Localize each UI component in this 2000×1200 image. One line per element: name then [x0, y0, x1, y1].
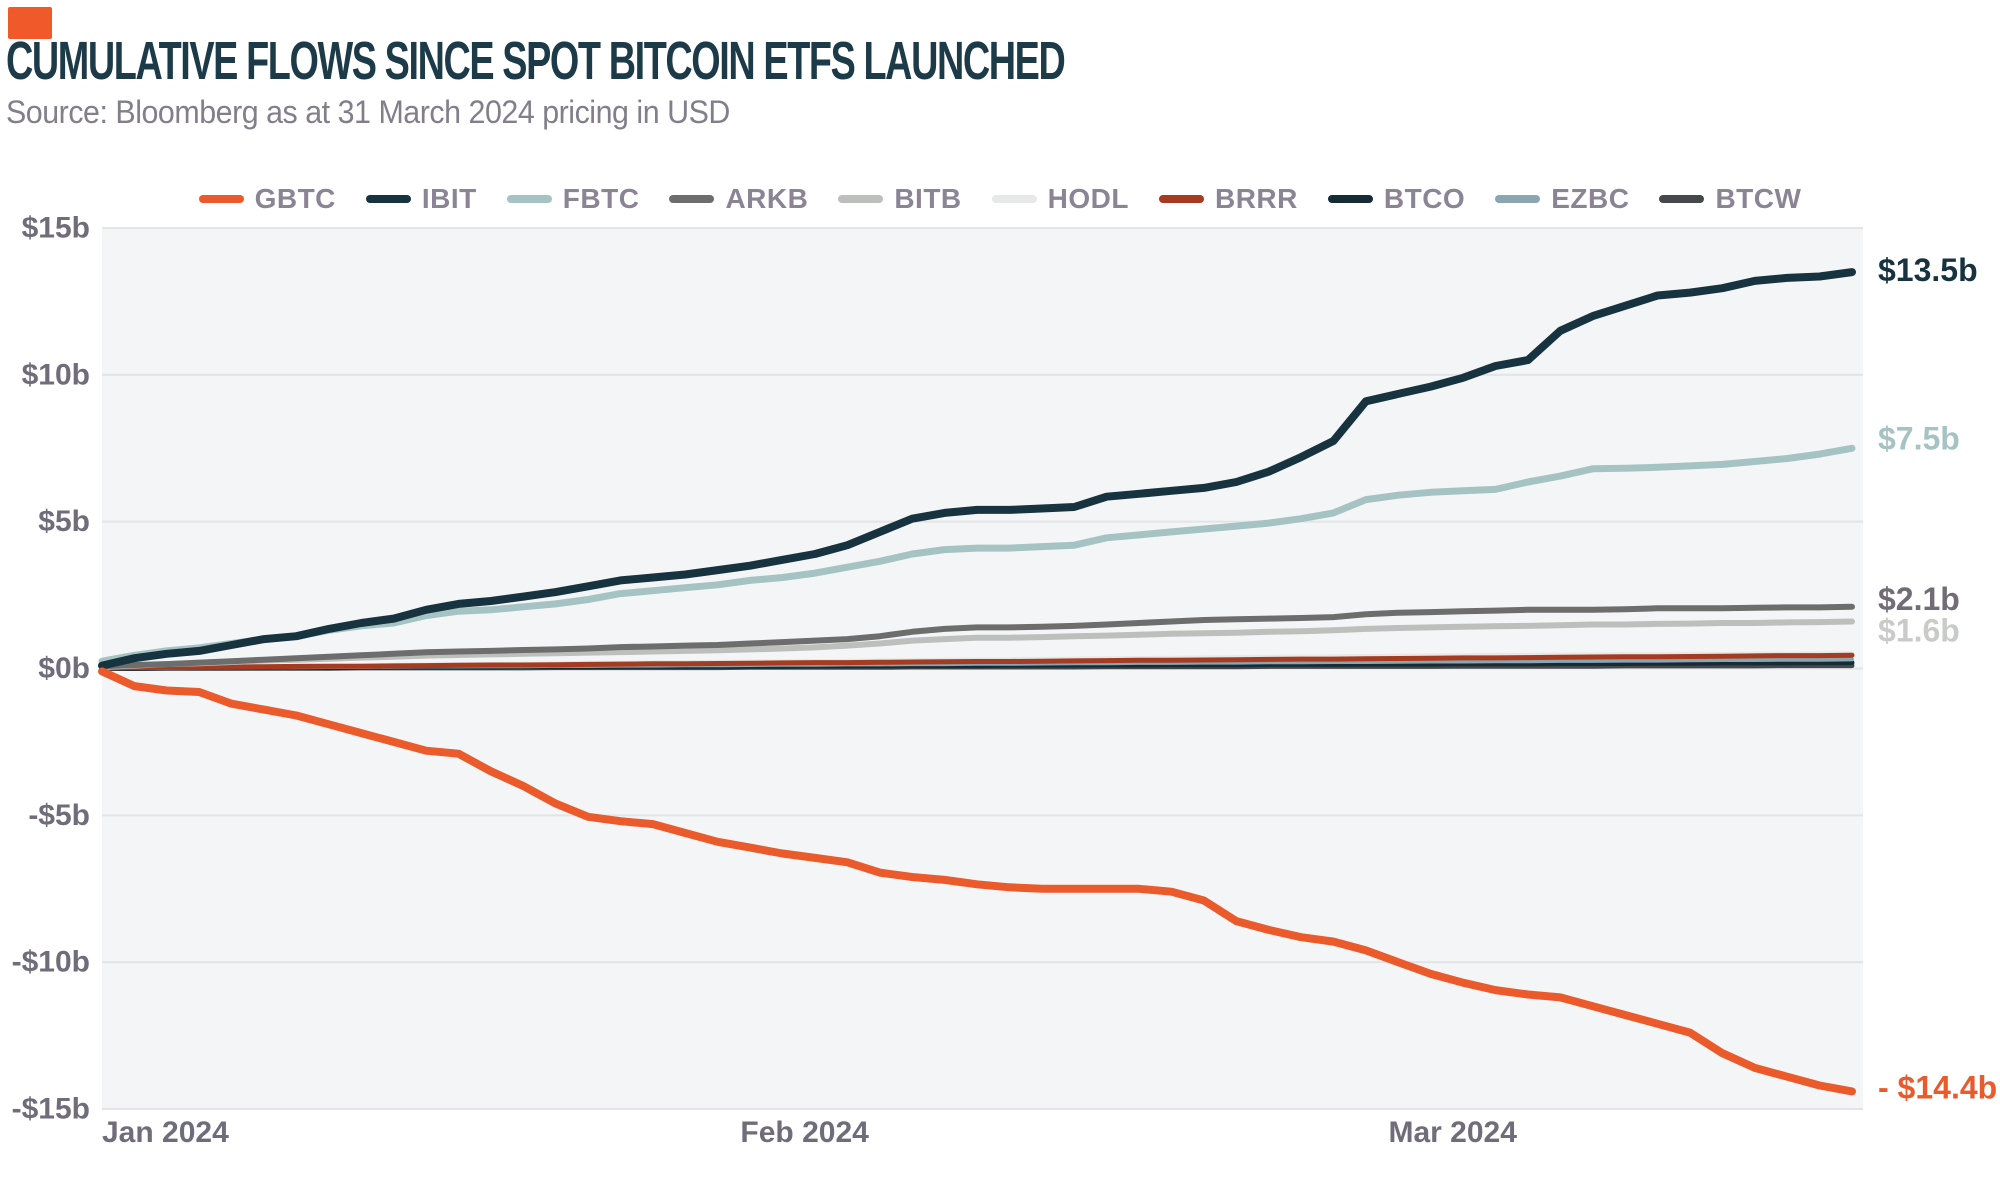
x-tick-Mar-2024: Mar 2024	[1388, 1116, 1517, 1149]
legend-item-BTCW[interactable]: BTCW	[1659, 183, 1801, 215]
legend-label: BITB	[894, 183, 962, 214]
chart-legend: GBTC IBIT FBTC ARKB BITB HODL BRRR BTCO EZBC BTCW	[0, 183, 2000, 215]
annotation-1.6b: $1.6b	[1878, 613, 1960, 649]
series-line-GBTC	[98, 667, 1856, 1096]
annotation-14.4b: - $14.4b	[1878, 1069, 1997, 1105]
legend-swatch-IBIT	[365, 195, 411, 203]
chart-title: CUMULATIVE FLOWS SINCE SPOT BITCOIN ETFS…	[6, 31, 1066, 91]
series-line-IBIT	[98, 268, 1856, 670]
y-tick-$15b: $15b	[22, 212, 90, 245]
legend-item-BITB[interactable]: BITB	[838, 183, 961, 215]
series-line-ARKB	[99, 603, 1855, 670]
legend-label: ARKB	[725, 183, 809, 214]
x-tick-Feb-2024: Feb 2024	[740, 1116, 869, 1149]
y-tick-$10b: $10b	[22, 358, 90, 391]
annotation-13.5b: $13.5b	[1878, 252, 1978, 288]
legend-item-IBIT[interactable]: IBIT	[365, 183, 477, 215]
legend-label: BTCW	[1715, 183, 1802, 214]
legend-swatch-BTCO	[1327, 195, 1373, 203]
legend-item-BRRR[interactable]: BRRR	[1158, 183, 1298, 215]
y-tick-$5b: $5b	[38, 505, 90, 538]
y-tick-$0b: $0b	[38, 652, 90, 685]
annotation-7.5b: $7.5b	[1878, 420, 1960, 456]
y-tick--$5b: -$5b	[28, 799, 90, 832]
legend-label: IBIT	[421, 183, 477, 214]
legend-swatch-FBTC	[506, 195, 552, 203]
annotation-2.1b: $2.1b	[1878, 581, 1960, 617]
y-tick--$15b: -$15b	[12, 1093, 90, 1126]
y-tick--$10b: -$10b	[12, 946, 90, 979]
legend-swatch-HODL	[991, 195, 1037, 203]
legend-item-HODL[interactable]: HODL	[991, 183, 1129, 215]
legend-label: GBTC	[254, 183, 336, 214]
x-tick-Jan-2024: Jan 2024	[102, 1116, 229, 1149]
legend-item-EZBC[interactable]: EZBC	[1495, 183, 1629, 215]
legend-label: BRRR	[1214, 183, 1298, 214]
legend-label: BTCO	[1383, 183, 1466, 214]
legend-swatch-ARKB	[669, 195, 715, 203]
legend-swatch-BTCW	[1659, 195, 1705, 203]
legend-swatch-BRRR	[1158, 195, 1204, 203]
legend-swatch-GBTC	[198, 195, 244, 203]
legend-swatch-BITB	[838, 195, 884, 203]
legend-label: FBTC	[562, 183, 640, 214]
series-line-FBTC	[98, 444, 1856, 665]
brand-accent-square	[8, 7, 52, 39]
series-line-BRRR	[99, 652, 1855, 671]
legend-label: EZBC	[1551, 183, 1630, 214]
legend-item-BTCO[interactable]: BTCO	[1327, 183, 1466, 215]
legend-item-GBTC[interactable]: GBTC	[198, 183, 336, 215]
legend-item-FBTC[interactable]: FBTC	[506, 183, 640, 215]
chart-source-note: Source: Bloomberg as at 31 March 2024 pr…	[6, 94, 730, 130]
legend-label: HODL	[1047, 183, 1129, 214]
legend-item-ARKB[interactable]: ARKB	[669, 183, 808, 215]
legend-swatch-EZBC	[1495, 195, 1541, 203]
